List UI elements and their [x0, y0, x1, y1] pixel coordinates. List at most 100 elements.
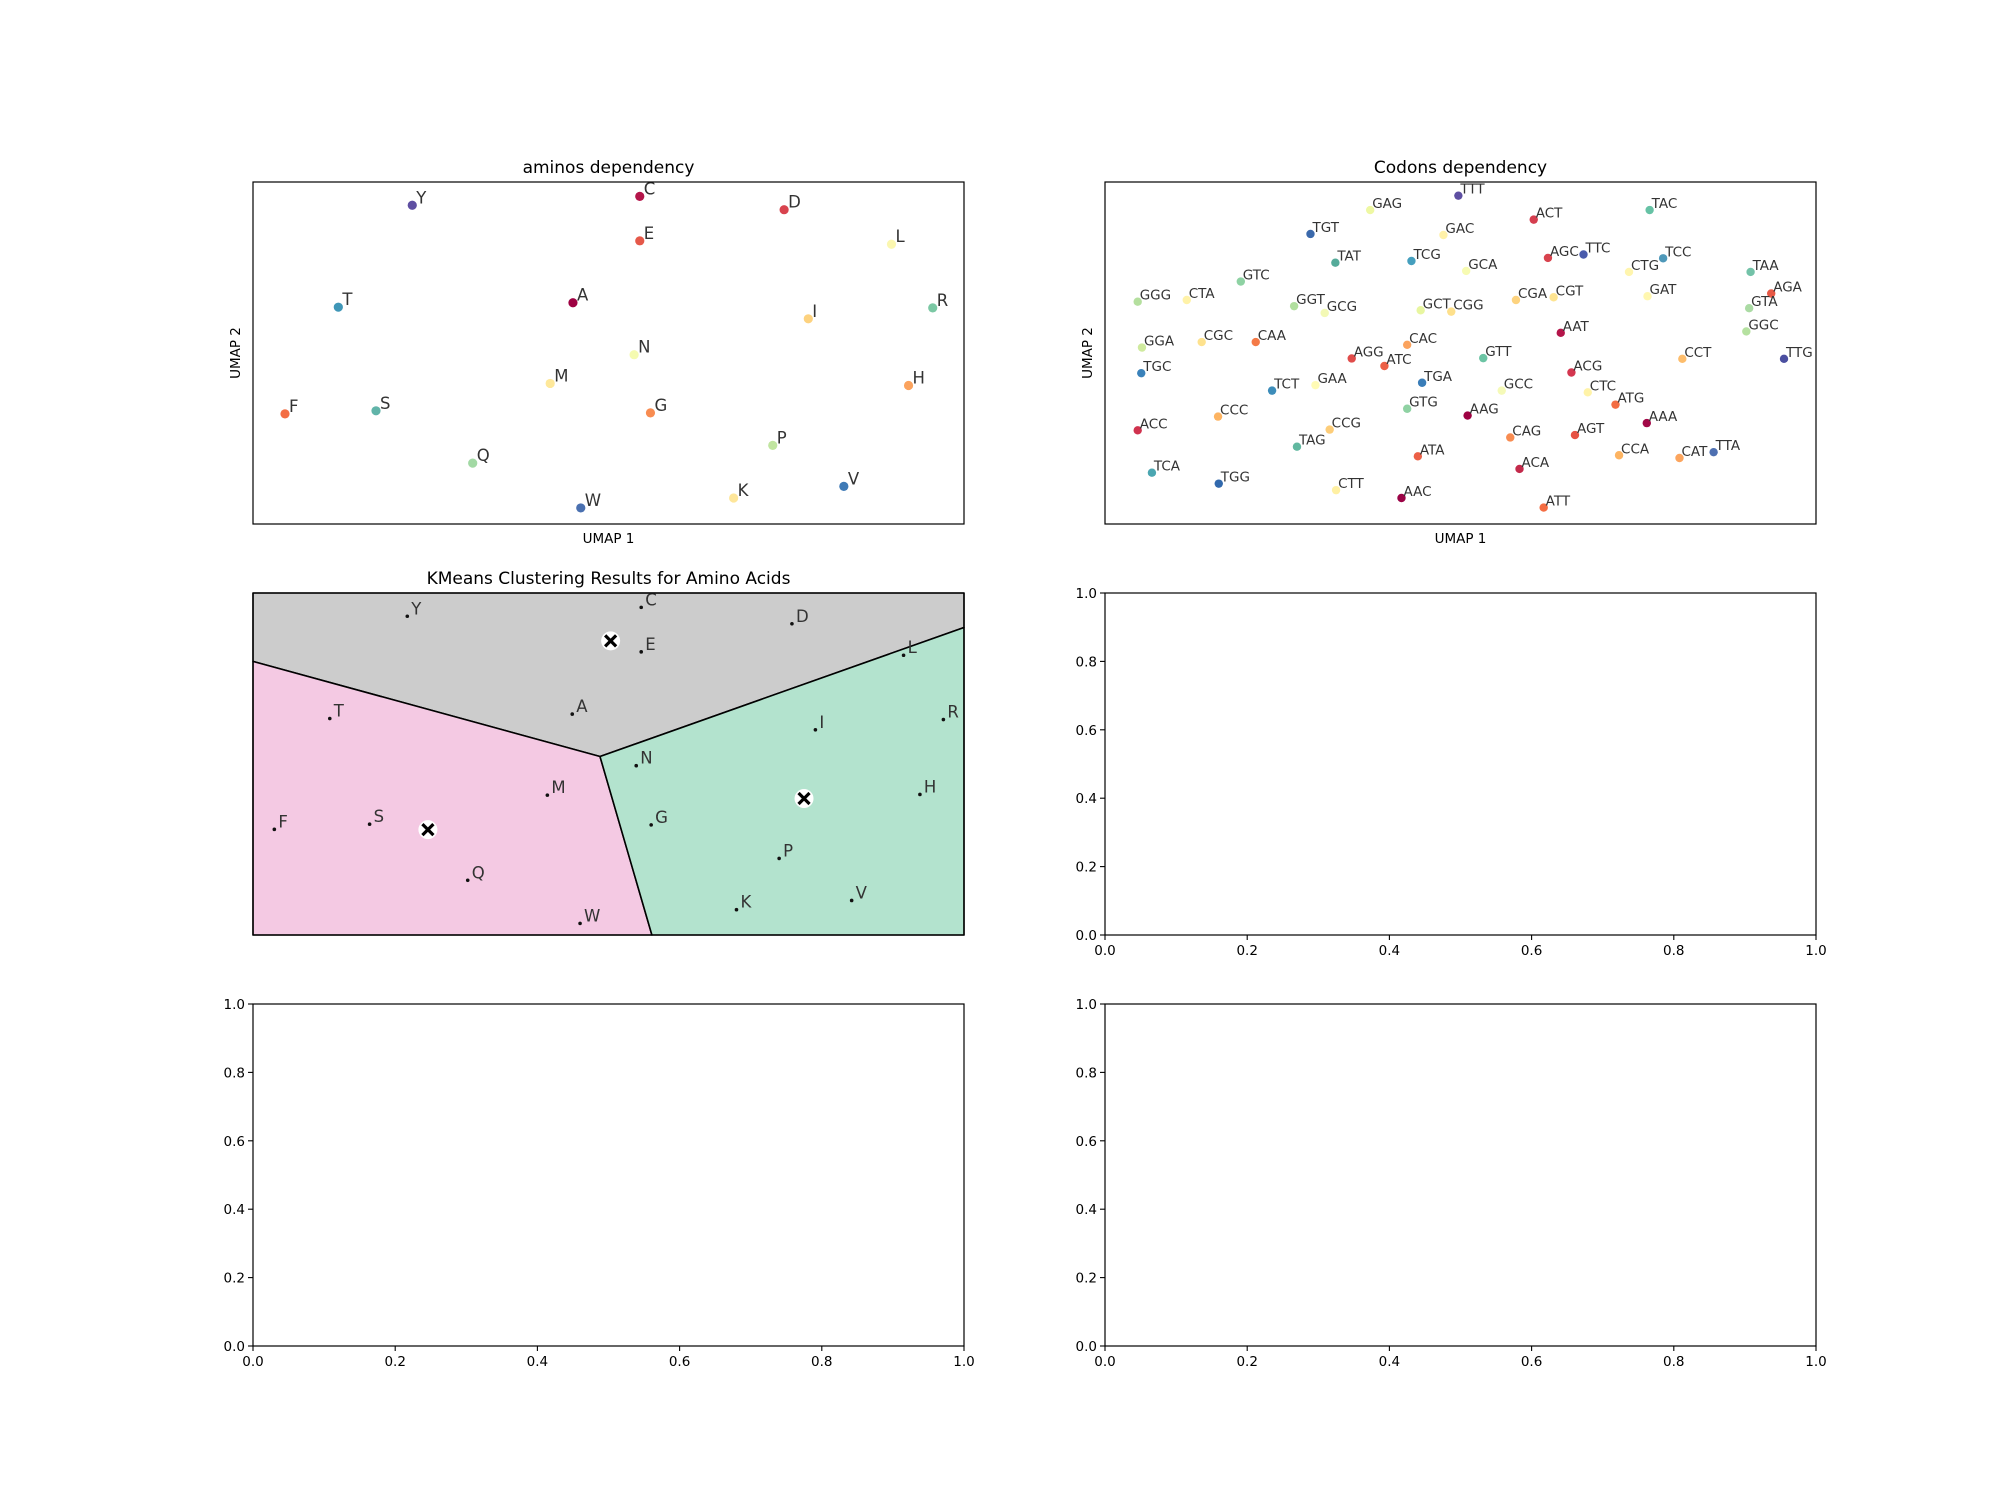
- point-label: AGC: [1550, 244, 1579, 260]
- point-label: AAC: [1403, 484, 1431, 500]
- point-label: L: [908, 638, 918, 657]
- data-point: [1133, 297, 1142, 306]
- centroid-marker: [418, 820, 438, 840]
- data-point: [1709, 447, 1718, 457]
- point-label: CGC: [1204, 328, 1233, 344]
- data-point: [1643, 292, 1652, 301]
- subplot-middle-left: Y C D E L T A I R N M H F S G P Q V K W KMeans Clustering Re…: [252, 569, 965, 936]
- data-point: [1137, 343, 1147, 352]
- point-label: TTT: [1459, 182, 1485, 198]
- y-tick-label: 0.0: [1076, 1339, 1097, 1355]
- axes-frame: [252, 592, 965, 936]
- data-point: [1497, 386, 1506, 395]
- data-point: [928, 303, 938, 313]
- data-point: [1447, 307, 1456, 316]
- point-label: TGG: [1220, 470, 1250, 486]
- data-point: [272, 827, 277, 832]
- point-label: N: [640, 749, 652, 768]
- data-point: [1331, 258, 1340, 267]
- data-point: [1570, 430, 1580, 440]
- data-point: [1742, 327, 1751, 336]
- data-point: [1624, 267, 1634, 277]
- x-tick-label: 0.8: [811, 1354, 832, 1370]
- data-point: [734, 907, 739, 912]
- data-point: [1289, 301, 1299, 311]
- data-point: [635, 236, 645, 246]
- x-tick-label: 0.2: [1236, 943, 1257, 959]
- data-point: [576, 503, 586, 513]
- point-label: T: [341, 290, 353, 309]
- y-tick-label: 0.6: [224, 1134, 245, 1150]
- point-label: L: [895, 227, 905, 246]
- point-label: GCC: [1504, 377, 1533, 393]
- data-point: [1454, 191, 1463, 200]
- point-label: H: [913, 368, 925, 387]
- data-point: [545, 378, 555, 389]
- data-point: [779, 205, 789, 215]
- point-label: T: [333, 702, 345, 721]
- data-point: [941, 717, 946, 722]
- axes-frame: [1104, 592, 1817, 936]
- x-tick-label: 0.6: [1521, 1354, 1542, 1370]
- x-tick-label: 0.0: [1094, 1354, 1115, 1370]
- centroid-marker: [601, 631, 621, 651]
- point-label: TAT: [1336, 249, 1361, 265]
- data-point: [903, 380, 914, 391]
- data-point: [1506, 433, 1515, 442]
- data-point: [1147, 468, 1157, 477]
- point-label: N: [638, 338, 650, 357]
- axes-frame: [252, 181, 965, 525]
- data-point: [803, 314, 813, 324]
- point-label: F: [278, 812, 288, 831]
- point-label: CCG: [1332, 416, 1361, 432]
- chart-title: Codons dependency: [1374, 158, 1547, 178]
- data-point: [1197, 337, 1206, 347]
- data-point: [1213, 412, 1223, 421]
- data-point: [1463, 411, 1472, 420]
- data-point: [813, 728, 818, 732]
- point-label: TAG: [1298, 433, 1326, 449]
- point-label: GGT: [1296, 292, 1325, 308]
- x-tick-label: 0.0: [1094, 943, 1115, 959]
- point-label: GCA: [1468, 257, 1498, 273]
- point-label: TGC: [1142, 359, 1171, 375]
- x-tick-label: 0.8: [1663, 1354, 1684, 1370]
- subplot-bottom-left: 0.0 0.2 0.4 0.6 0.8 1.0 0.0 0.2 0.4 0.6 0.8 1.0: [224, 997, 975, 1370]
- point-label: TAA: [1752, 258, 1780, 274]
- point-label: R: [937, 291, 948, 310]
- y-tick-label: 0.6: [1076, 723, 1097, 739]
- y-tick-label: 1.0: [1076, 997, 1097, 1013]
- x-tick-label: 0.4: [1379, 1354, 1400, 1370]
- x-tick-label: 1.0: [1805, 943, 1826, 959]
- data-point: [568, 298, 578, 308]
- point-label: V: [856, 883, 868, 902]
- point-label: CAG: [1512, 423, 1541, 439]
- point-label: TTG: [1785, 345, 1813, 361]
- data-point: [371, 406, 381, 416]
- data-point: [1567, 368, 1576, 377]
- x-tick-label: 0.2: [384, 1354, 405, 1370]
- point-label: GCG: [1327, 299, 1357, 315]
- point-label: ATA: [1420, 442, 1445, 458]
- point-label: S: [374, 807, 384, 826]
- point-label: ATT: [1546, 494, 1571, 510]
- data-point: [1320, 308, 1329, 318]
- data-point: [1397, 493, 1406, 503]
- chart-title: KMeans Clustering Results for Amino Acid…: [427, 569, 791, 589]
- point-label: GCT: [1423, 296, 1452, 312]
- point-label: F: [289, 397, 299, 416]
- data-point: [1402, 404, 1412, 413]
- data-point: [1133, 426, 1142, 435]
- y-tick-label: 0.0: [1076, 928, 1097, 944]
- data-point: [1407, 256, 1416, 266]
- data-point: [333, 302, 343, 312]
- point-label: K: [738, 481, 750, 500]
- axes-frame: [1104, 181, 1817, 525]
- data-point: [645, 408, 656, 418]
- data-point: [768, 440, 778, 450]
- x-tick-label: 0.6: [669, 1354, 690, 1370]
- data-point: [1678, 354, 1687, 364]
- point-label: M: [551, 778, 565, 797]
- point-label: CTG: [1631, 258, 1659, 274]
- point-label: AGT: [1577, 421, 1605, 437]
